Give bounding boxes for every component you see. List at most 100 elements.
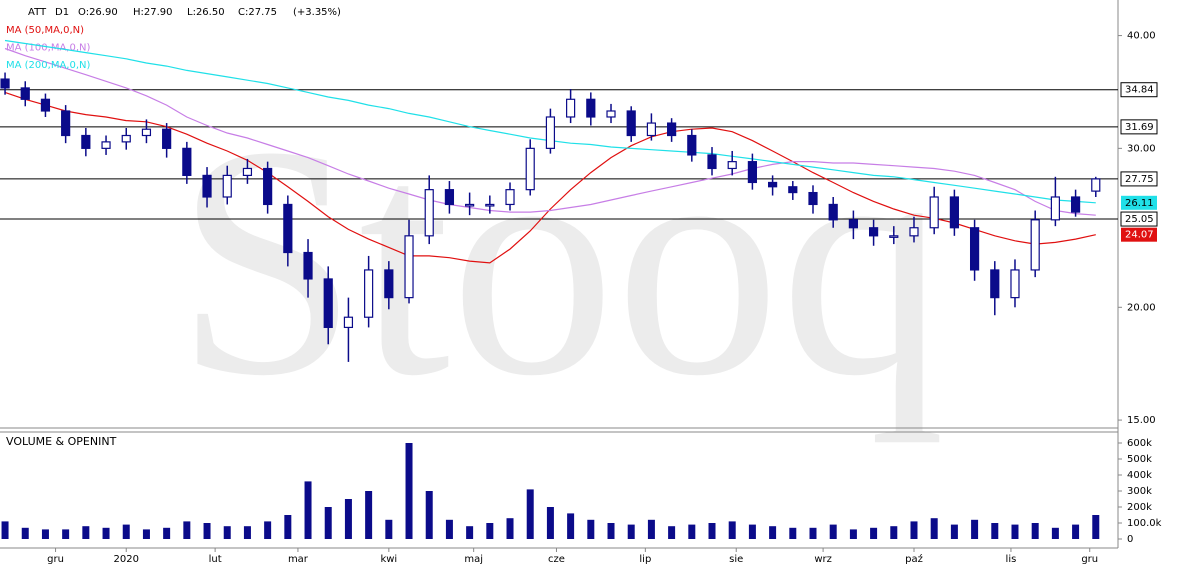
y-tick-label: 20.00 (1127, 302, 1156, 313)
candle-body (646, 122, 657, 137)
volume-bar (1072, 524, 1080, 539)
candle-body (465, 203, 475, 207)
candle-body (1091, 178, 1101, 192)
candle-body (323, 278, 333, 329)
volume-bar (546, 507, 554, 539)
volume-bar (688, 524, 696, 539)
volume-bar (647, 519, 655, 539)
volume-bar (769, 526, 777, 539)
volume-bar (304, 481, 312, 539)
candle-body (485, 203, 495, 207)
candle-body (1030, 219, 1040, 271)
volume-bar (849, 529, 857, 539)
volume-bar (708, 523, 716, 539)
candle-body (969, 227, 980, 271)
candle-body (1070, 196, 1081, 213)
x-tick-label: lis (1006, 554, 1017, 565)
volume-bar (1011, 524, 1019, 539)
last-value-label: 26.11 (1125, 198, 1154, 209)
candle-body (283, 203, 293, 254)
volume-bar (486, 523, 494, 539)
high: H:27.90 (133, 7, 173, 18)
candle-body (61, 110, 71, 137)
candle-body (525, 147, 535, 191)
volume-bar (910, 521, 918, 539)
volume-bar (668, 526, 676, 539)
x-tick-label: kwi (380, 554, 397, 565)
volume-bar (1051, 527, 1059, 539)
candle-body (444, 189, 455, 206)
volume-bar (223, 526, 231, 539)
y-tick-label: 0 (1127, 534, 1133, 545)
x-tick-label: gru (1081, 554, 1098, 565)
open: O:26.90 (78, 7, 118, 18)
volume-bar (405, 443, 413, 539)
y-tick-label: 300k (1127, 486, 1152, 497)
volume-bar (829, 524, 837, 539)
candle-body (121, 134, 131, 143)
volume-bar (930, 518, 938, 539)
candle-body (141, 128, 152, 137)
volume-bar (789, 527, 797, 539)
last-value-box (1121, 227, 1157, 242)
candle-body (667, 122, 677, 137)
x-tick-label: lip (639, 554, 651, 565)
y-tick-label: 15.00 (1127, 415, 1156, 426)
candle-body (364, 269, 374, 318)
candle-body (81, 134, 91, 149)
volume-bar (950, 524, 958, 539)
candle-body (202, 174, 212, 198)
volume-bar (264, 521, 272, 539)
candle-body (868, 227, 879, 237)
candle-body (263, 167, 273, 206)
volume-bar (728, 521, 736, 539)
candle-body (545, 116, 556, 149)
volume-bar (62, 529, 70, 539)
candle-body (303, 251, 313, 280)
volume-bar (991, 523, 999, 539)
volume-bar (102, 527, 110, 539)
volume-bar (567, 513, 575, 539)
volume-bar (21, 527, 29, 539)
candle-body (384, 269, 394, 299)
close: C:27.75 (238, 7, 277, 18)
candle-body (566, 98, 576, 118)
volume-bar (607, 523, 615, 539)
last-value-label: 24.07 (1125, 230, 1154, 241)
y-tick-label: 200k (1127, 502, 1152, 513)
candle-body (929, 196, 939, 229)
level-label-box (1120, 211, 1158, 227)
volume-bar (971, 519, 979, 539)
candle-body (101, 141, 111, 149)
candle-body (1010, 269, 1020, 299)
candle-body (727, 161, 737, 170)
volume-bar (425, 491, 433, 539)
y-tick-label: 400k (1127, 470, 1152, 481)
volume-bar (466, 526, 474, 539)
volume-bar (344, 499, 352, 539)
volume-bar (365, 491, 373, 539)
level-label: 34.84 (1125, 85, 1154, 96)
candle-body (242, 167, 253, 177)
volume-bar (203, 523, 211, 539)
x-tick-label: lut (209, 554, 222, 565)
change: (+3.35%) (293, 7, 341, 18)
candle-body (343, 316, 354, 329)
candle-body (687, 134, 697, 156)
legend-entry: MA (200,MA,0,N) (6, 60, 90, 71)
volume-bar (82, 526, 90, 539)
x-tick-label: 2020 (114, 554, 139, 565)
candle-body (0, 78, 10, 89)
candle-body (788, 186, 798, 194)
candle-body (707, 154, 717, 170)
symbol: ATT (28, 7, 47, 18)
level-label-box (1120, 119, 1158, 135)
candle-body (909, 227, 919, 237)
candle-body (505, 189, 515, 206)
volume-bar (284, 515, 292, 539)
x-tick-label: paź (905, 553, 923, 565)
x-tick-label: maj (464, 554, 483, 565)
level-label-box (1120, 82, 1158, 98)
x-tick-label: gru (47, 554, 64, 565)
